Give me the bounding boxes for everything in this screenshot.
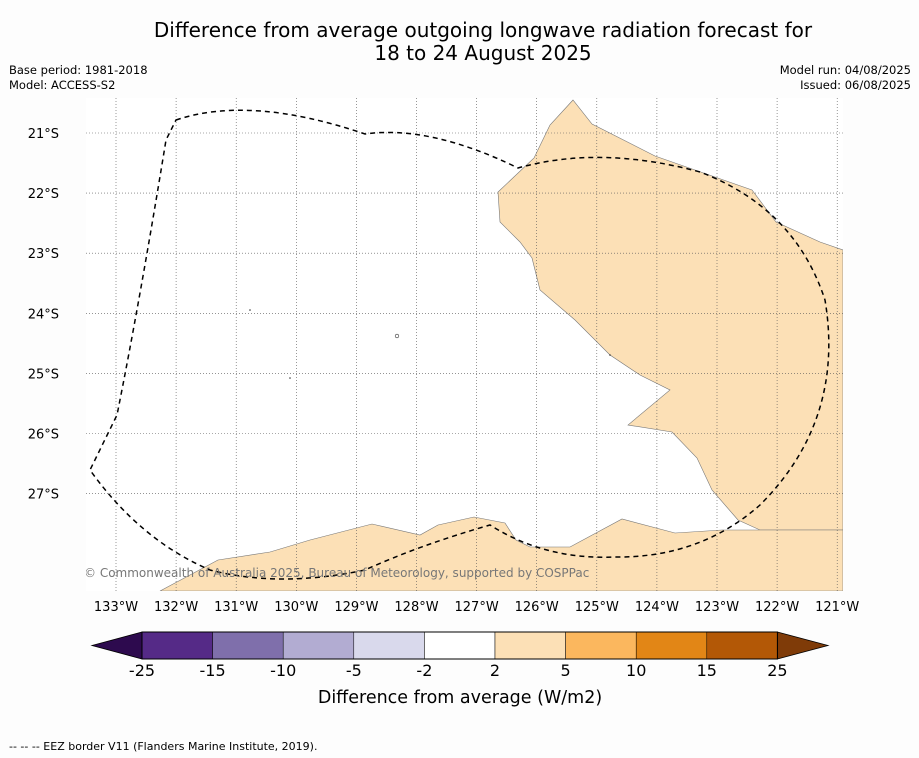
- eez-legend-note: -- -- -- EEZ border V11 (Flanders Marine…: [9, 740, 318, 753]
- longitude-label: 133°W: [94, 600, 138, 615]
- model-name: Model: ACCESS-S2: [9, 78, 116, 92]
- colorbar-bin: [424, 631, 496, 660]
- longitude-label: 126°W: [515, 600, 559, 615]
- colorbar-tick-label: 10: [626, 661, 646, 680]
- latitude-label: 24°S: [28, 307, 59, 322]
- island-marker: [289, 377, 291, 379]
- colorbar-bin: [635, 631, 708, 660]
- longitude-label: 132°W: [154, 600, 198, 615]
- longitude-label: 124°W: [635, 600, 679, 615]
- island-marker: [394, 333, 400, 339]
- latitude-label: 27°S: [28, 488, 59, 503]
- colorbar-bin: [565, 631, 637, 660]
- model-run: Model run: 04/08/2025: [779, 63, 911, 77]
- longitude-label: 129°W: [334, 600, 378, 615]
- meta-right: Model run: 04/08/2025 Issued: 06/08/2025: [780, 63, 911, 93]
- longitude-label: 123°W: [695, 600, 739, 615]
- colorbar-tick-label: 2: [490, 661, 500, 680]
- anomaly-regions: [159, 99, 843, 591]
- title-line-1: Difference from average outgoing longwav…: [153, 18, 813, 42]
- colorbar-outline: [141, 631, 778, 660]
- latitude-label: 23°S: [28, 247, 59, 262]
- longitude-label: 127°W: [455, 600, 499, 615]
- anomaly-region-east: [497, 99, 843, 531]
- colorbar-tick-label: 5: [561, 661, 571, 680]
- colorbar-ticks: -25 -15 -10 -5 -2 2 5 10 15 25: [129, 661, 788, 680]
- latitude-label: 25°S: [28, 367, 59, 382]
- graticule: [86, 98, 843, 591]
- colorbar-bin: [141, 631, 213, 660]
- longitude-label: 128°W: [394, 600, 438, 615]
- colorbar-bin: [282, 631, 355, 660]
- title-line-2: 18 to 24 August 2025: [374, 41, 592, 65]
- longitude-labels: 133°W 132°W 131°W 130°W 129°W 128°W 127°W 126°W…: [94, 600, 860, 615]
- longitude-label: 130°W: [274, 600, 318, 615]
- latitude-label: 26°S: [28, 428, 59, 443]
- island-marker: [249, 309, 251, 311]
- meta-left: Base period: 1981-2018 Model: ACCESS-S2: [9, 63, 148, 93]
- colorbar: [90, 631, 830, 660]
- colorbar-bin: [494, 631, 566, 660]
- latitude-label: 21°S: [28, 127, 59, 142]
- map-area: © Commonwealth of Australia 2025, Bureau…: [84, 98, 843, 591]
- colorbar-tick-label: 15: [697, 661, 717, 680]
- colorbar-label: Difference from average (W/m2): [318, 688, 602, 708]
- issued-date: Issued: 06/08/2025: [800, 78, 911, 92]
- latitude-labels: 21°S 22°S 23°S 24°S 25°S 26°S 27°S: [28, 127, 59, 503]
- island-marker: [609, 354, 611, 356]
- colorbar-bin: [212, 631, 284, 660]
- colorbar-extend-low: [90, 631, 143, 660]
- eez-border: [89, 109, 830, 580]
- base-period: Base period: 1981-2018: [9, 63, 148, 77]
- colorbar-tick-label: -5: [346, 661, 362, 680]
- colorbar-tick-label: -15: [200, 661, 226, 680]
- colorbar-bin: [706, 631, 778, 660]
- colorbar-tick-label: -2: [416, 661, 432, 680]
- colorbar-extend-high: [777, 631, 830, 660]
- longitude-label: 125°W: [575, 600, 619, 615]
- latitude-label: 22°S: [28, 187, 59, 202]
- colorbar-bin: [353, 631, 425, 660]
- colorbar-tick-label: 25: [767, 661, 787, 680]
- colorbar-tick-label: -25: [129, 661, 155, 680]
- copyright-text: © Commonwealth of Australia 2025, Bureau…: [84, 566, 589, 580]
- colorbar-tick-label: -10: [270, 661, 296, 680]
- anomaly-region-south: [159, 516, 843, 591]
- longitude-label: 131°W: [214, 600, 258, 615]
- chart-title: Difference from average outgoing longwav…: [0, 19, 919, 65]
- longitude-label: 122°W: [755, 600, 799, 615]
- longitude-label: 121°W: [815, 600, 859, 615]
